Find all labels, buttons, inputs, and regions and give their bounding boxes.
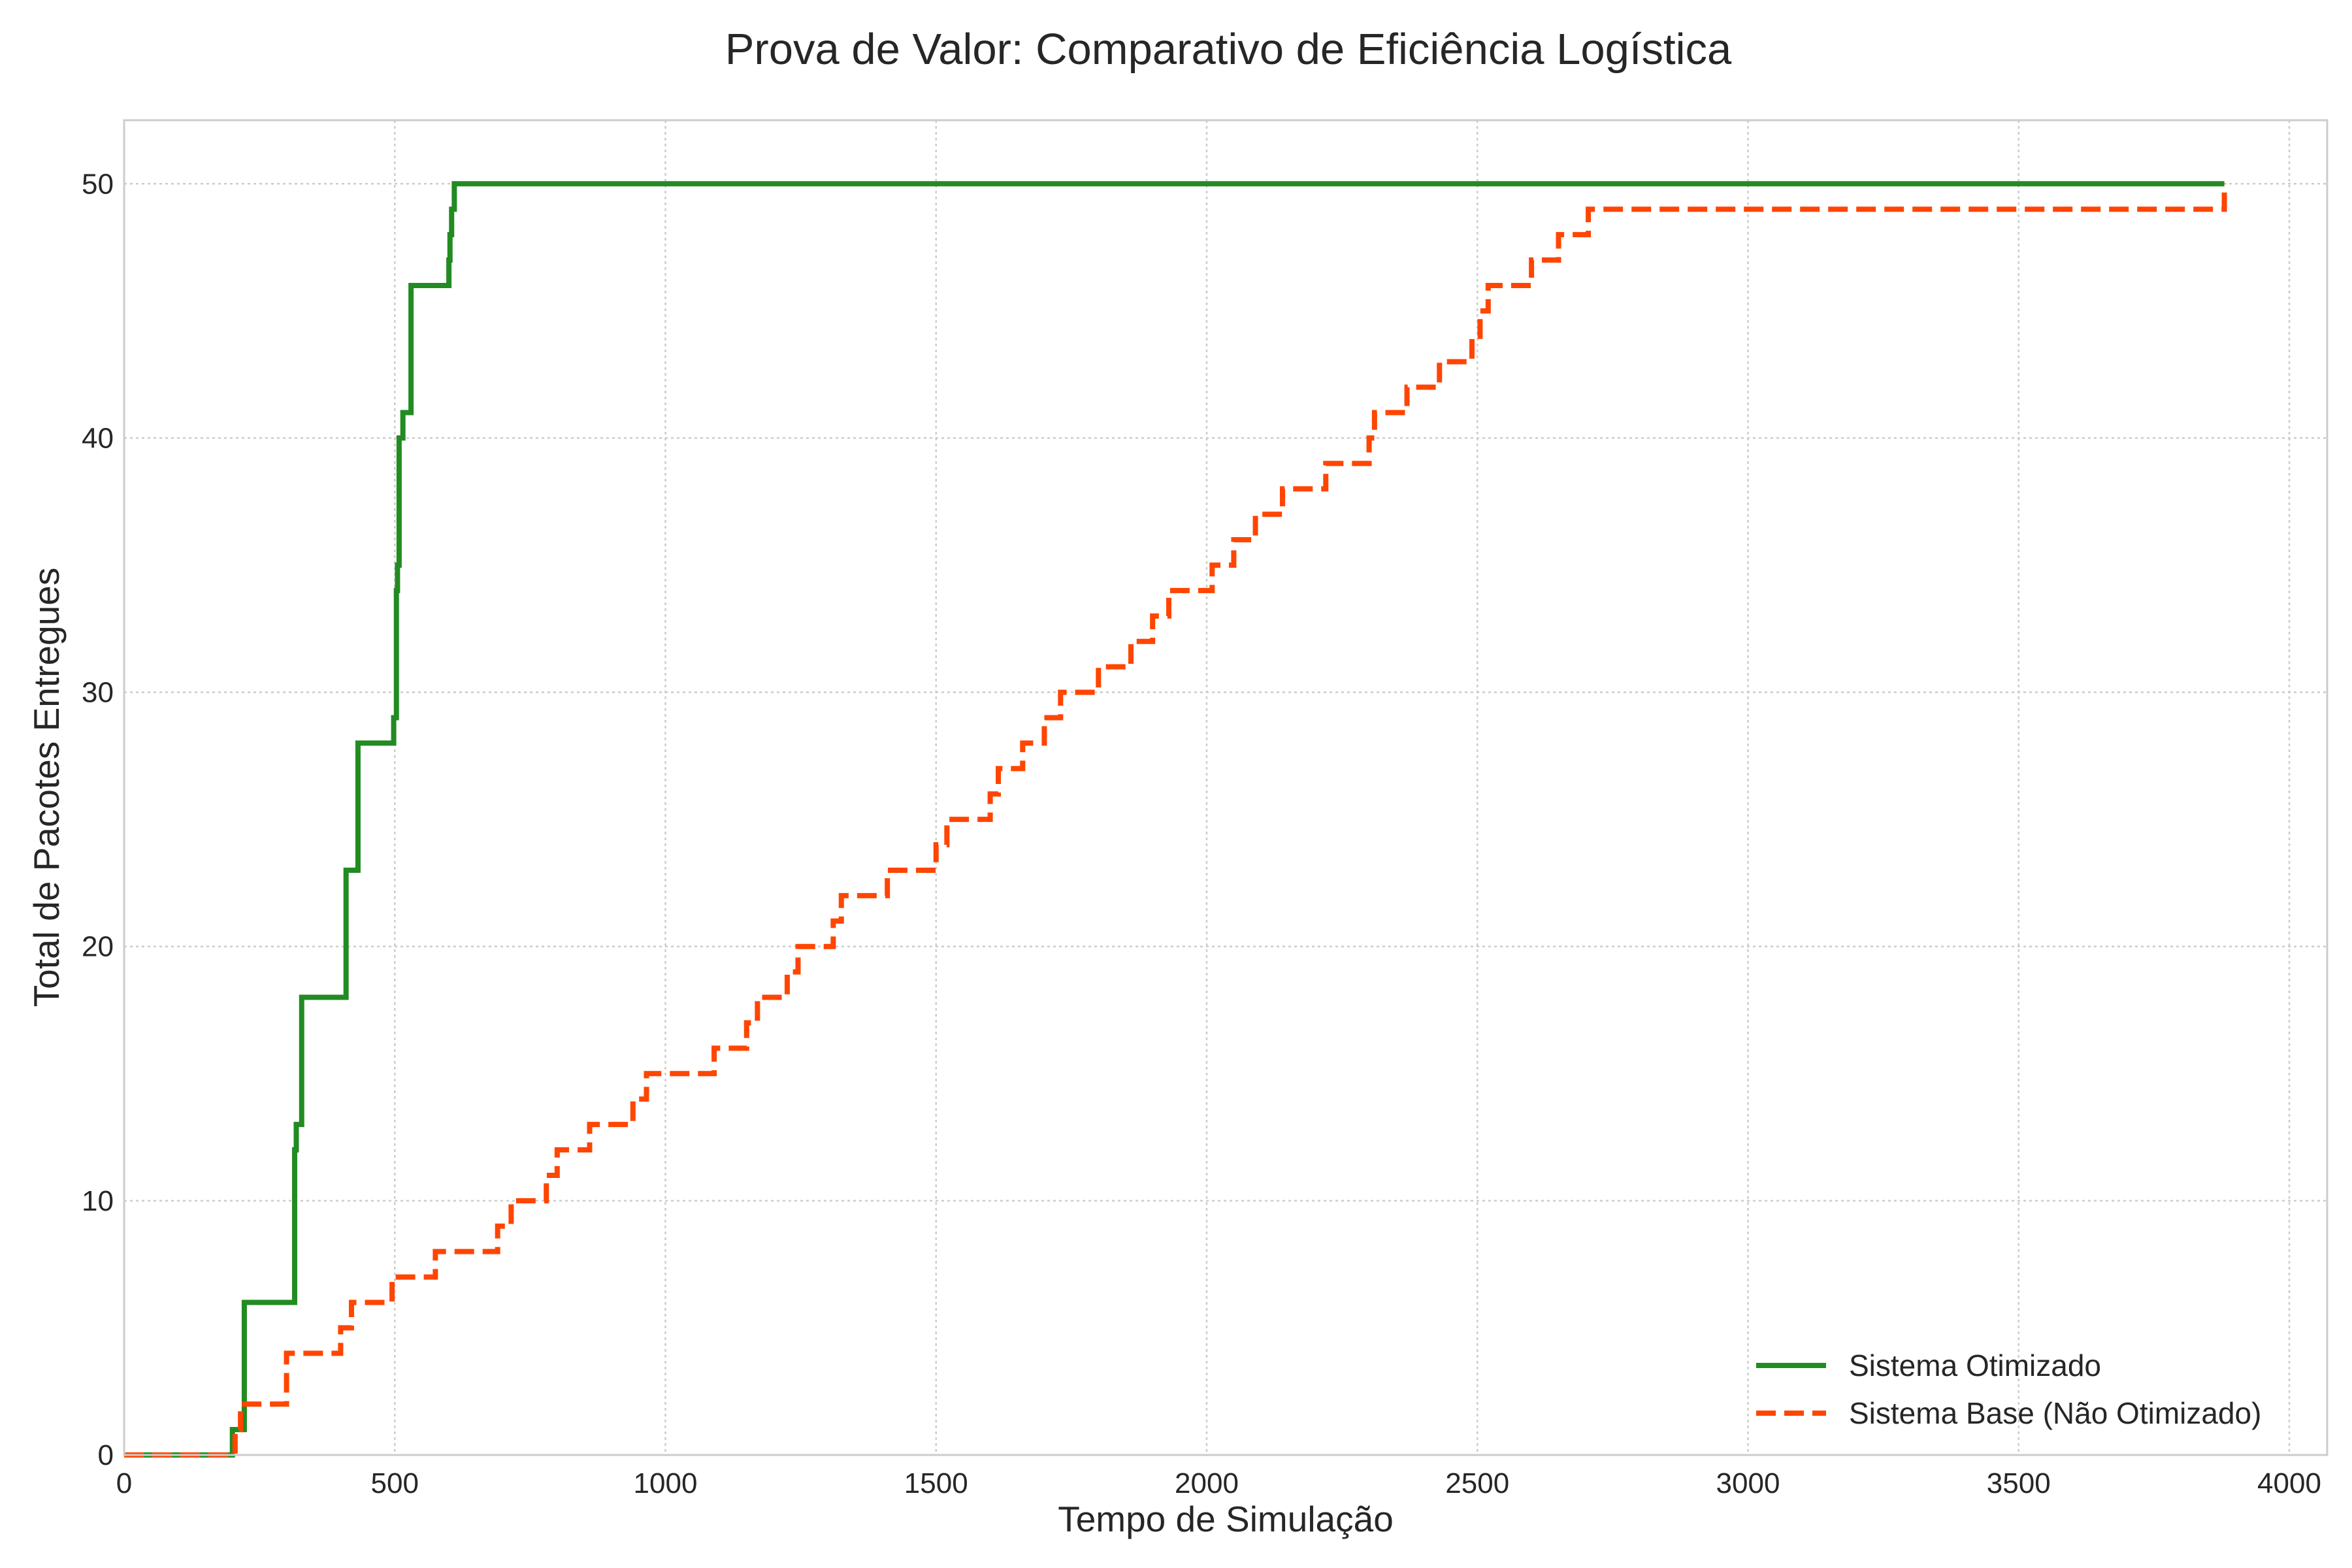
y-tick-label: 30 (82, 677, 114, 709)
x-tick-label: 3500 (1987, 1467, 2051, 1499)
y-tick-label: 40 (82, 422, 114, 454)
x-axis-label: Tempo de Simulação (1058, 1499, 1394, 1539)
y-tick-label: 50 (82, 168, 114, 200)
legend: Sistema Otimizado Sistema Base (Não Otimi… (1756, 1348, 2261, 1430)
x-tick-label: 2500 (1445, 1467, 1509, 1499)
x-tick-label: 3000 (1716, 1467, 1780, 1499)
x-tick-label: 4000 (2257, 1467, 2321, 1499)
plot-frame (123, 119, 2328, 1456)
series-line-sistema-base (124, 184, 2227, 1458)
grid (123, 120, 2327, 1456)
x-tick-label: 500 (371, 1467, 419, 1499)
series-line-sistema-otimizado (124, 181, 2225, 1458)
x-tick-label: 2000 (1175, 1467, 1239, 1499)
legend-label: Sistema Base (Não Otimizado) (1849, 1396, 2261, 1430)
x-tick-label: 0 (116, 1467, 132, 1499)
plot-lines (124, 181, 2227, 1458)
y-axis-label: Total de Pacotes Entregues (26, 568, 67, 1007)
y-tick-label: 10 (82, 1185, 114, 1217)
x-tick-label: 1500 (904, 1467, 968, 1499)
x-tick-label: 1000 (634, 1467, 698, 1499)
y-tick-label: 0 (98, 1439, 114, 1471)
y-tick-label: 20 (82, 931, 114, 963)
chart-title: Prova de Valor: Comparativo de Eficiênci… (725, 25, 1732, 74)
tick-labels: 0 500 1000 1500 2000 2500 3000 3500 4000 0 10 20 30 4… (82, 168, 2321, 1499)
legend-label: Sistema Otimizado (1849, 1348, 2101, 1382)
